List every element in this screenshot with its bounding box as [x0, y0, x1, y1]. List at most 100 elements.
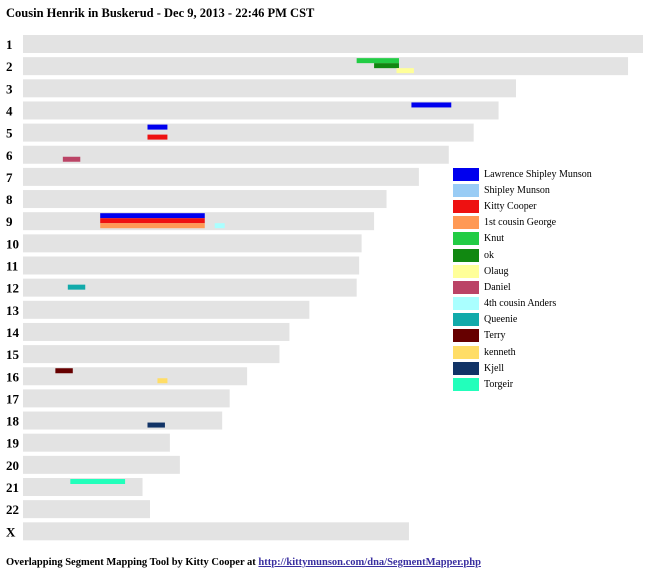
- chromosome-bar: [23, 345, 280, 364]
- chromosome-bar: [23, 123, 474, 142]
- legend-item: ok: [453, 247, 592, 263]
- legend-swatch: [453, 361, 479, 375]
- legend-label: Kjell: [484, 362, 504, 374]
- chromosome-bar: [23, 256, 360, 275]
- chromosome-label: X: [6, 524, 16, 539]
- segment-bar: [100, 213, 205, 219]
- chromosome-bar: [23, 322, 290, 341]
- segment-bar: [55, 368, 73, 374]
- legend-swatch: [453, 297, 479, 311]
- legend-label: Olaug: [484, 265, 509, 277]
- chromosome-label: 20: [6, 458, 19, 473]
- legend-label: Daniel: [484, 281, 511, 293]
- chromosome-bar: [23, 411, 223, 430]
- segment-bar: [100, 223, 205, 229]
- chromosome-label: 8: [6, 192, 13, 207]
- legend-label: 4th cousin Anders: [484, 298, 557, 310]
- legend-swatch: [453, 329, 479, 343]
- chromosome-bar: [23, 35, 643, 53]
- segment-bar: [356, 58, 399, 64]
- legend-swatch: [453, 167, 479, 181]
- legend-item: Terry: [453, 328, 592, 344]
- segment-bar: [147, 422, 165, 428]
- chromosome-bar: [23, 389, 230, 408]
- chromosome-label: 14: [6, 325, 20, 340]
- chromosome-label: 5: [6, 126, 13, 141]
- legend-label: Queenie: [484, 314, 518, 326]
- legend-label: Terry: [484, 330, 506, 342]
- chromosome-label: 16: [6, 369, 20, 384]
- chromosome-bar: [23, 79, 517, 98]
- chromosome-label: 17: [6, 391, 20, 406]
- page-title: Cousin Henrik in Buskerud - Dec 9, 2013 …: [6, 6, 315, 20]
- legend-swatch: [453, 183, 479, 197]
- legend-label: 1st cousin George: [484, 217, 557, 229]
- chromosome-label: 4: [6, 103, 13, 118]
- chromosome-label: 2: [6, 59, 13, 74]
- chromosome-bar: [23, 145, 449, 164]
- segment-bar: [157, 378, 168, 384]
- chromosome-bar: [23, 234, 362, 253]
- legend-label: kenneth: [484, 346, 516, 358]
- chromosome-bar: [23, 278, 357, 297]
- legend-swatch: [453, 248, 479, 262]
- legend-swatch: [453, 232, 479, 246]
- legend-swatch: [453, 378, 479, 392]
- legend-item: Lawrence Shipley Munson: [453, 166, 592, 182]
- segment-bar: [396, 68, 414, 74]
- legend-swatch: [453, 313, 479, 327]
- chromosome-label: 13: [6, 303, 20, 318]
- legend-item: Daniel: [453, 279, 592, 295]
- segment-bar: [374, 63, 399, 69]
- chromosome-label: 6: [6, 148, 13, 163]
- legend-label: Torgeir: [484, 379, 514, 391]
- legend: Lawrence Shipley Munson Shipley Munson Kit…: [453, 166, 592, 393]
- segment-bar: [70, 479, 126, 484]
- legend-label: Lawrence Shipley Munson: [484, 168, 592, 180]
- segment-bar: [147, 134, 168, 140]
- legend-swatch: [453, 199, 479, 213]
- legend-swatch: [453, 264, 479, 278]
- legend-item: kenneth: [453, 344, 592, 360]
- chromosome-label: 7: [6, 170, 13, 185]
- chromosome-label: 15: [6, 347, 20, 362]
- chromosome-bar: [23, 57, 629, 76]
- chromosome-bar: [23, 190, 387, 209]
- legend-label: Shipley Munson: [484, 184, 550, 196]
- chromosome-bar: [23, 101, 499, 120]
- segment-bar: [62, 156, 81, 162]
- legend-swatch: [453, 345, 479, 359]
- chromosome-label: 3: [6, 81, 13, 96]
- legend-item: 1st cousin George: [453, 215, 592, 231]
- segment-bar: [411, 102, 452, 108]
- legend-label: Kitty Cooper: [484, 200, 537, 212]
- legend-item: Olaug: [453, 263, 592, 279]
- segment-bar: [100, 218, 205, 224]
- chromosome-label: 18: [6, 414, 20, 429]
- chromosome-label: 21: [6, 480, 19, 495]
- legend-item: Torgeir: [453, 376, 592, 392]
- chromosome-label: 22: [6, 502, 19, 517]
- footer: Overlapping Segment Mapping Tool by Kitt…: [6, 557, 481, 568]
- legend-swatch: [453, 280, 479, 294]
- chromosome-bar: [23, 300, 310, 319]
- legend-item: Queenie: [453, 312, 592, 328]
- chromosome-bar: [23, 455, 180, 474]
- legend-item: Shipley Munson: [453, 182, 592, 198]
- footer-credit: Overlapping Segment Mapping Tool by Kitt…: [6, 557, 259, 568]
- segment-bar: [67, 284, 86, 290]
- chromosome-label: 1: [6, 37, 13, 52]
- legend-item: Kjell: [453, 360, 592, 376]
- chromosome-label: 19: [6, 436, 20, 451]
- chromosome-bar: [23, 367, 248, 386]
- chromosome-label: 12: [6, 281, 19, 296]
- legend-item: Knut: [453, 231, 592, 247]
- footer-link[interactable]: http://kittymunson.com/dna/SegmentMapper…: [258, 557, 481, 568]
- chromosome-label: 10: [6, 236, 19, 251]
- chromosome-bar: [23, 433, 170, 452]
- segment-bar: [147, 124, 168, 130]
- chromosome-bar: [23, 167, 419, 186]
- chromosome-label: 11: [6, 259, 18, 274]
- legend-item: 4th cousin Anders: [453, 296, 592, 312]
